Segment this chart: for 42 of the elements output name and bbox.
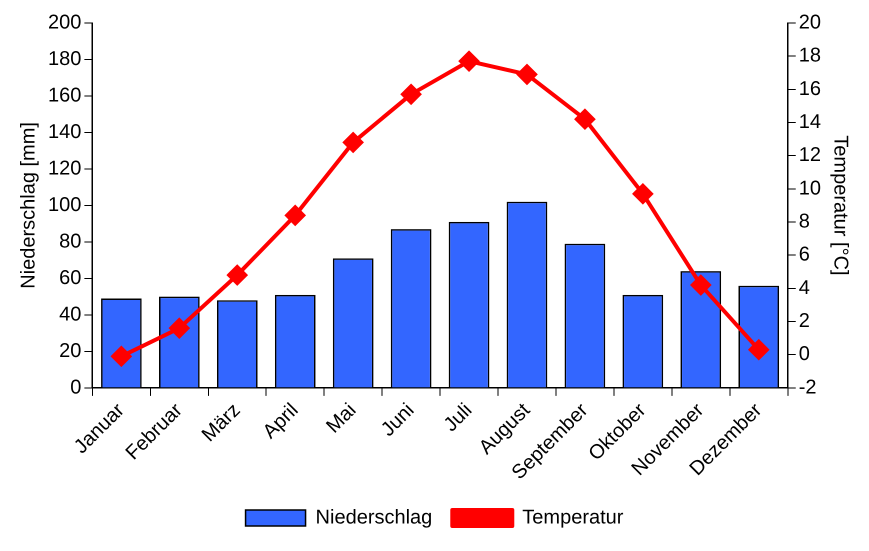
y-tick-label: 100	[48, 194, 82, 216]
point	[459, 51, 480, 72]
y2-tick-label: 8	[798, 210, 810, 233]
y2-tick-label: 4	[798, 276, 810, 299]
y2-tick-label: 0	[798, 343, 810, 366]
y-tick-label: 160	[48, 84, 82, 106]
point	[632, 184, 653, 204]
x-tick-label: Juni	[377, 399, 419, 441]
legend-label: Temperatur	[522, 506, 624, 529]
point	[748, 340, 769, 360]
y-tick-label: 120	[48, 157, 82, 180]
point	[227, 265, 248, 286]
point	[574, 109, 595, 130]
y-tick-label: 200	[48, 12, 82, 34]
y-axis-title: Niederschlag [mm]	[18, 122, 40, 289]
y2-tick-label: 16	[798, 78, 822, 100]
y-tick-label: 60	[59, 266, 82, 289]
y2-tick-label: 12	[798, 144, 822, 166]
y2-tick-label: 10	[798, 177, 822, 200]
y2-tick-label: 6	[798, 244, 810, 266]
point	[690, 275, 711, 296]
y2-tick-label: 20	[798, 12, 822, 34]
legend-label: Niederschlag	[316, 506, 432, 529]
y2-tick-label: 18	[798, 44, 822, 67]
y-tick-label: 140	[48, 120, 82, 143]
y2-tick-label: -2	[798, 376, 817, 398]
point	[401, 84, 422, 104]
point	[285, 205, 306, 226]
y-tick-label: 80	[59, 230, 82, 252]
y2-tick-label: 14	[798, 111, 822, 134]
y2-tick-label: 2	[798, 310, 810, 332]
point	[343, 132, 364, 152]
x-tick-label: Mai	[322, 399, 361, 438]
point	[111, 346, 132, 366]
point	[169, 318, 190, 338]
y-tick-label: 0	[70, 376, 82, 398]
y-tick-label: 20	[59, 340, 82, 362]
x-tick-label: Juli	[440, 399, 476, 436]
y-tick-label: 180	[48, 48, 82, 70]
point	[516, 64, 537, 84]
y-tick-label: 40	[59, 303, 82, 326]
y2-axis-title: Temperatur [°C]	[829, 135, 852, 276]
